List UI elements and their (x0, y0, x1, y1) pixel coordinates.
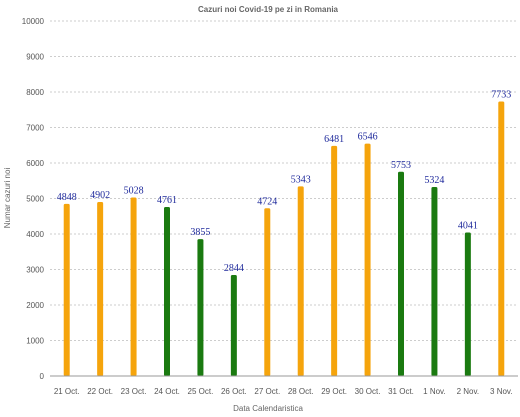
x-tick-label: 21 Oct. (54, 387, 80, 396)
bar[interactable] (398, 171, 404, 376)
x-tick-label: 1 Nov. (423, 387, 446, 396)
bar-data-label: 4848 (57, 192, 77, 203)
x-tick-label: 29 Oct. (321, 387, 347, 396)
y-tick-label: 5000 (26, 195, 44, 204)
y-tick-label: 2000 (26, 301, 44, 310)
bar[interactable] (97, 201, 104, 376)
bar[interactable] (297, 186, 304, 376)
x-tick-label: 23 Oct. (121, 387, 147, 396)
y-tick-label: 3000 (26, 266, 44, 275)
bar[interactable] (498, 101, 505, 376)
x-axis-title: Data Calendaristica (233, 404, 303, 413)
bar[interactable] (431, 186, 438, 376)
bar[interactable] (364, 143, 371, 376)
bar[interactable] (331, 145, 338, 376)
bar[interactable] (464, 232, 471, 376)
bar-data-label: 4041 (458, 221, 478, 232)
y-tick-label: 10000 (22, 17, 45, 26)
y-tick-label: 7000 (26, 124, 44, 133)
bar-data-label: 5324 (424, 175, 444, 186)
x-tick-label: 2 Nov. (457, 387, 480, 396)
bar-data-label: 6546 (358, 132, 378, 143)
chart-title: Cazuri noi Covid-19 pe zi in Romania (198, 5, 339, 14)
bar-data-label: 4724 (257, 196, 277, 207)
bar[interactable] (63, 203, 70, 376)
y-tick-label: 9000 (26, 53, 44, 62)
gridlines (50, 20, 518, 341)
y-tick-label: 4000 (26, 230, 44, 239)
x-tick-label: 26 Oct. (221, 387, 247, 396)
x-tick-label: 28 Oct. (288, 387, 314, 396)
x-tick-label: 27 Oct. (254, 387, 280, 396)
x-axis-ticks: 21 Oct. 22 Oct. 23 Oct. 24 Oct. 25 Oct. 26 Oc… (54, 387, 513, 396)
bar[interactable] (230, 275, 237, 376)
x-tick-label: 25 Oct. (188, 387, 214, 396)
y-tick-label: 0 (40, 372, 45, 381)
x-tick-label: 24 Oct. (154, 387, 180, 396)
x-tick-label: 31 Oct. (388, 387, 414, 396)
bar-data-label: 4902 (90, 190, 110, 201)
bar-data-label: 5343 (291, 174, 311, 185)
y-axis-ticks: 0 1000 2000 3000 4000 5000 6000 7000 8000 9000 100… (22, 17, 45, 381)
bar-data-label: 3855 (190, 227, 210, 238)
bars (63, 101, 505, 376)
y-axis-title: Numar cazuri noi (3, 168, 12, 229)
data-labels: 4848 4902 5028 4761 3855 2844 4724 5343 6481 6546… (57, 89, 512, 274)
bar[interactable] (164, 206, 170, 376)
bar-data-label: 5028 (124, 186, 144, 197)
bar-data-label: 2844 (224, 263, 244, 274)
bar[interactable] (197, 239, 204, 376)
x-tick-label: 3 Nov. (490, 387, 513, 396)
bar[interactable] (130, 197, 137, 376)
bar[interactable] (264, 208, 271, 376)
y-tick-label: 6000 (26, 159, 44, 168)
bar-data-label: 4761 (157, 195, 177, 206)
y-tick-label: 8000 (26, 88, 44, 97)
bar-data-label: 6481 (324, 134, 344, 145)
x-tick-label: 22 Oct. (87, 387, 113, 396)
x-tick-label: 30 Oct. (355, 387, 381, 396)
bar-data-label: 5753 (391, 160, 411, 171)
bar-data-label: 7733 (491, 89, 511, 100)
y-tick-label: 1000 (26, 337, 44, 346)
